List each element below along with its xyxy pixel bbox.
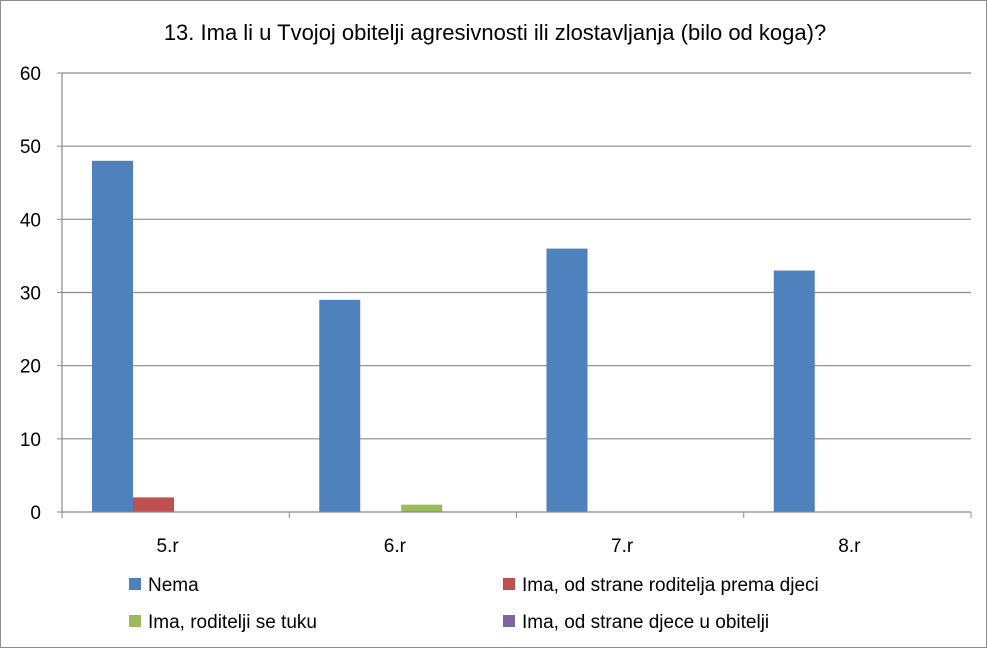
legend-label: Ima, od strane roditelja prema djeci: [522, 575, 819, 596]
bar-5r-series-2: [133, 497, 174, 512]
legend: Nema Ima, od strane roditelja prema djeci…: [129, 575, 819, 633]
legend-label: Ima, roditelji se tuku: [148, 612, 317, 633]
x-tick-label: 6.r: [384, 536, 407, 557]
y-axis-ticks: 0 10 20 30 40 50 60: [20, 64, 62, 524]
y-tick-label: 40: [20, 210, 41, 231]
gridlines: [62, 72, 971, 440]
bar-6r-series-3: [401, 504, 443, 512]
x-tick-label: 7.r: [611, 536, 634, 557]
y-tick-label: 60: [20, 64, 41, 85]
y-tick-label: 20: [20, 357, 41, 378]
legend-label: Nema: [148, 575, 199, 596]
bar-6r-series-1: [319, 299, 361, 512]
legend-swatch: [503, 615, 515, 627]
legend-swatch: [129, 615, 141, 627]
legend-label: Ima, od strane djece u obitelji: [522, 612, 769, 633]
bar-7r-series-1: [546, 248, 588, 512]
chart-title: 13. Ima li u Tvojoj obitelji agresivnost…: [164, 20, 826, 45]
bars: [92, 160, 815, 513]
y-tick-label: 10: [20, 430, 41, 451]
x-axis-ticks: 5.r 6.r 7.r 8.r: [61, 512, 972, 557]
bar-5r-series-1: [92, 160, 133, 513]
x-tick-label: 8.r: [838, 536, 861, 557]
legend-swatch: [503, 578, 515, 590]
legend-swatch: [129, 578, 141, 590]
x-tick-label: 5.r: [157, 536, 180, 557]
bar-8r-series-1: [773, 270, 815, 512]
y-tick-label: 50: [20, 137, 41, 158]
y-tick-label: 0: [30, 503, 41, 524]
y-tick-label: 30: [20, 284, 41, 305]
